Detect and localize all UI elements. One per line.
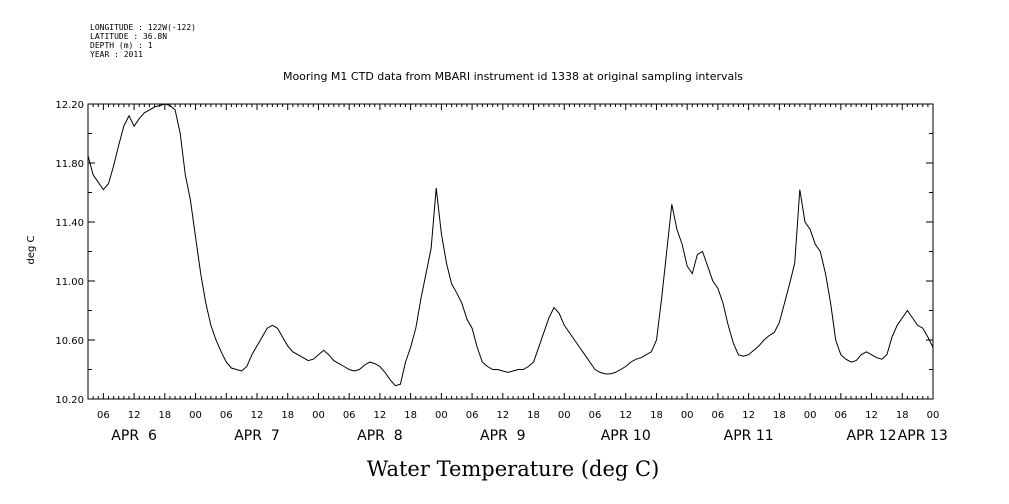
y-tick-label: 11.00: [55, 277, 84, 288]
x-hour-label: 06: [589, 410, 602, 421]
x-day-label: APR 10: [601, 428, 651, 444]
latitude-label: LATITUDE : 36.8N: [90, 32, 167, 41]
x-hour-label: 00: [558, 410, 571, 421]
x-day-label: APR 6: [111, 428, 157, 444]
x-axis-day-labels: APR 6 APR 7 APR 8 APR 9 APR 10 APR 11 APR 12 AP…: [111, 428, 947, 444]
x-hour-label: 18: [281, 410, 294, 421]
x-hour-label: 06: [97, 410, 110, 421]
x-hour-label: 18: [527, 410, 540, 421]
x-hour-label: 00: [804, 410, 817, 421]
x-hour-label: 18: [650, 410, 663, 421]
x-hour-label: 12: [251, 410, 264, 421]
x-hour-label: 06: [834, 410, 847, 421]
x-hour-label: 18: [404, 410, 417, 421]
x-day-label: APR 8: [357, 428, 403, 444]
x-hour-label: 12: [374, 410, 387, 421]
y-axis-label: deg C: [26, 235, 37, 264]
x-axis: [87, 104, 934, 399]
series-line-water-temperature: [87, 103, 934, 387]
x-hour-label: 00: [435, 410, 448, 421]
y-tick-label: 11.80: [55, 159, 84, 170]
year-label: YEAR : 2011: [90, 50, 143, 59]
x-hour-label: 18: [773, 410, 786, 421]
depth-label: DEPTH (m) : 1: [90, 41, 153, 50]
x-hour-label: 06: [220, 410, 233, 421]
x-day-label: APR 7: [234, 428, 280, 444]
y-tick-label: 12.20: [55, 100, 84, 111]
x-hour-label: 00: [312, 410, 325, 421]
x-hour-label: 06: [343, 410, 356, 421]
x-hour-label: 00: [681, 410, 694, 421]
y-tick-label: 10.60: [55, 336, 84, 347]
x-hour-label: 06: [466, 410, 479, 421]
x-hour-label: 12: [496, 410, 509, 421]
metadata-block: LONGITUDE : 122W(-122) LATITUDE : 36.8N …: [90, 23, 196, 59]
x-hour-label: 18: [896, 410, 909, 421]
x-axis-hour-labels: 06 12 18 00 06 12 18 00 06 12 18 00 06 12 18 00 06 12 18 00…: [97, 410, 939, 421]
x-hour-label: 12: [865, 410, 878, 421]
x-hour-label: 12: [619, 410, 632, 421]
x-hour-label: 00: [189, 410, 202, 421]
longitude-label: LONGITUDE : 122W(-122): [90, 23, 196, 32]
x-axis-label: Water Temperature (deg C): [367, 457, 660, 481]
x-hour-label: 18: [158, 410, 171, 421]
chart-title: Mooring M1 CTD data from MBARI instrumen…: [283, 70, 743, 83]
y-tick-label: 11.40: [55, 218, 84, 229]
x-day-label: APR 13: [898, 428, 948, 444]
x-day-label: APR 9: [480, 428, 526, 444]
plot-frame: [87, 103, 934, 400]
x-hour-label: 12: [128, 410, 141, 421]
x-hour-label: 06: [712, 410, 725, 421]
x-hour-label: 12: [742, 410, 755, 421]
x-hour-label: 00: [927, 410, 940, 421]
x-day-label: APR 12: [847, 428, 897, 444]
y-tick-label: 10.20: [55, 395, 84, 406]
x-day-label: APR 11: [724, 428, 774, 444]
y-axis: 10.20 10.60 11.00 11.40 11.80 12.20: [55, 100, 933, 406]
